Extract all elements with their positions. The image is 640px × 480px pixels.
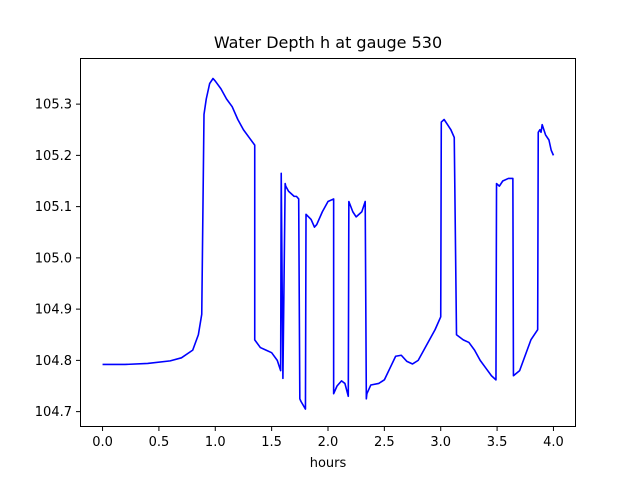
y-axis: 104.7 104.8 104.9 105.0 105.1 105.2 105.3 — [35, 98, 80, 420]
x-axis: 0.0 0.5 1.0 1.5 2.0 2.5 3.0 3.5 4.0 — [92, 427, 564, 450]
x-tick-label: 4.0 — [543, 435, 564, 450]
y-tick-label: 105.3 — [35, 98, 72, 113]
x-tick-label: 2.5 — [374, 435, 395, 450]
y-tick-label: 105.1 — [35, 200, 72, 215]
x-tick-label: 1.5 — [261, 435, 282, 450]
series-layer — [102, 77, 555, 410]
y-tick-label: 105.2 — [35, 149, 72, 164]
x-tick-label: 0.5 — [149, 435, 170, 450]
x-tick-label: 3.5 — [487, 435, 508, 450]
series-line-0 — [102, 77, 555, 410]
x-tick-label: 3.0 — [430, 435, 451, 450]
plot-area — [80, 58, 576, 427]
x-tick-label: 0.0 — [92, 435, 113, 450]
y-tick-label: 104.7 — [35, 405, 72, 420]
plot-frame — [80, 58, 576, 427]
y-tick-label: 104.9 — [35, 303, 72, 318]
x-axis-label: hours — [310, 456, 347, 471]
y-tick-label: 104.8 — [35, 354, 72, 369]
y-tick-label: 105.0 — [35, 251, 72, 266]
x-tick-label: 2.0 — [318, 435, 339, 450]
chart-title: Water Depth h at gauge 530 — [214, 33, 442, 52]
x-tick-label: 1.0 — [205, 435, 226, 450]
